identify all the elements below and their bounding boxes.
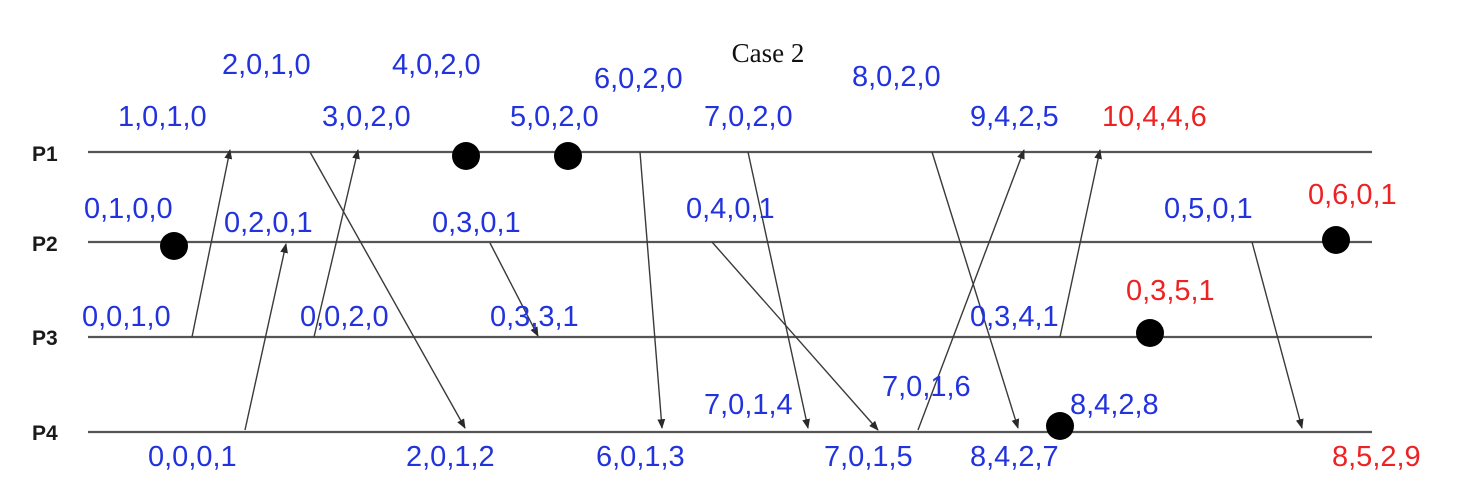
message-p2-to-p3 [489, 242, 539, 337]
internal-event-dot [554, 142, 582, 170]
timestamp-label: 7,0,1,4 [704, 389, 793, 421]
timestamp-label-highlight: 0,6,0,1 [1308, 179, 1397, 211]
timestamp-label: 2,0,1,2 [406, 441, 495, 473]
message-p2-to-p4 [711, 241, 879, 431]
internal-event-dot [1136, 319, 1164, 347]
timestamp-label: 3,0,2,0 [322, 101, 411, 133]
message-p3-to-p1 [191, 149, 233, 338]
timestamp-label: 0,0,0,1 [148, 441, 237, 473]
timestamp-label: 1,0,1,0 [118, 101, 207, 133]
message-p2-to-p4 [1251, 241, 1304, 429]
timestamp-label: 4,0,2,0 [392, 49, 481, 81]
message-p1-to-p4 [309, 151, 466, 429]
timestamp-label: 2,0,1,0 [222, 49, 311, 81]
timestamp-label: 6,0,2,0 [594, 63, 683, 95]
timestamp-label: 7,0,1,6 [882, 371, 971, 403]
message-p1-to-p4 [639, 151, 666, 429]
timestamp-label: 7,0,1,5 [824, 441, 913, 473]
message-p1-to-p4 [931, 151, 1020, 429]
timestamp-label: 0,0,2,0 [300, 301, 389, 333]
timestamp-label: 0,3,0,1 [432, 207, 521, 239]
process-label-p2: P2 [32, 233, 58, 256]
process-label-p1: P1 [32, 143, 58, 166]
message-p4-to-p1 [917, 149, 1025, 431]
timestamp-label: 0,5,0,1 [1164, 193, 1253, 225]
timestamp-label: 0,4,0,1 [686, 193, 775, 225]
timestamp-label: 6,0,1,3 [596, 441, 685, 473]
timestamp-label: 8,0,2,0 [852, 61, 941, 93]
message-p3-to-p1 [313, 149, 360, 338]
process-label-p4: P4 [32, 422, 58, 445]
timestamp-label: 8,4,2,8 [1070, 389, 1159, 421]
timestamp-label: 7,0,2,0 [704, 101, 793, 133]
timestamp-label: 5,0,2,0 [510, 101, 599, 133]
message-p3-to-p1 [1059, 149, 1102, 338]
timestamp-label: 0,3,4,1 [970, 301, 1059, 333]
timestamp-label-highlight: 10,4,4,6 [1102, 101, 1207, 133]
timestamp-label-highlight: 0,3,5,1 [1126, 275, 1215, 307]
timestamp-label: 0,0,1,0 [82, 301, 171, 333]
message-p4-to-p2 [244, 243, 288, 431]
timestamp-label-highlight: 8,5,2,9 [1332, 441, 1421, 473]
message-p1-to-p4 [747, 151, 810, 429]
timestamp-label: 0,1,0,0 [84, 193, 173, 225]
diagram-title: Case 2 [732, 38, 805, 68]
timestamp-label: 0,2,0,1 [224, 207, 313, 239]
internal-event-dot [1046, 412, 1074, 440]
internal-event-dot [1322, 226, 1350, 254]
process-label-p3: P3 [32, 327, 58, 350]
timestamp-label: 0,3,3,1 [490, 301, 579, 333]
internal-event-dot [160, 232, 188, 260]
timestamp-label: 8,4,2,7 [970, 441, 1059, 473]
timestamp-label: 9,4,2,5 [970, 101, 1059, 133]
internal-event-dot [452, 142, 480, 170]
